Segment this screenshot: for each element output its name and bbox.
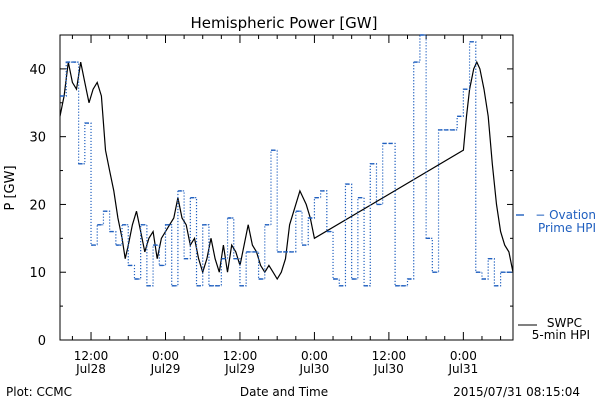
plot-timestamp: 2015/07/31 08:15:04 [453, 385, 580, 399]
legend-swpc: SWPC 5-min HPI [518, 316, 590, 342]
y-axis: 0 10 20 30 40 [29, 63, 513, 349]
x-tick-label-date: Jul29 [150, 362, 181, 376]
legend-ovation: − Ovation Prime HPI [535, 208, 596, 235]
series-ovation-prime-steps [60, 34, 513, 287]
series-swpc-line [59, 60, 514, 281]
x-tick-label-date: Jul29 [224, 362, 255, 376]
legend-ovation-line2: Prime HPI [538, 221, 596, 235]
chart-title: Hemispheric Power [GW] [191, 14, 378, 32]
y-axis-label: P [GW] [3, 165, 18, 210]
y-tick-label: 40 [29, 63, 46, 78]
x-tick-label-time: 0:00 [152, 349, 179, 363]
x-tick-label-date: Jul31 [447, 362, 478, 376]
series-layer [59, 34, 514, 287]
y-tick-label: 30 [29, 131, 46, 146]
y-tick-label: 0 [38, 334, 46, 349]
legend: − Ovation Prime HPI SWPC 5-min HPI [516, 208, 596, 342]
x-tick-label-time: 12:00 [372, 349, 407, 363]
legend-swpc-line1: SWPC [547, 316, 582, 330]
x-axis: 12:00Jul280:00Jul2912:00Jul290:00Jul3012… [71, 35, 502, 376]
x-tick-label-date: Jul30 [299, 362, 330, 376]
x-tick-label-date: Jul30 [373, 362, 404, 376]
legend-ovation-line1: − Ovation [535, 208, 596, 222]
x-tick-label-time: 0:00 [450, 349, 477, 363]
plot-frame [59, 34, 514, 341]
x-tick-label-time: 12:00 [74, 349, 109, 363]
x-tick-label-time: 12:00 [223, 349, 258, 363]
y-tick-label: 20 [29, 198, 46, 213]
x-tick-label-time: 0:00 [301, 349, 328, 363]
x-tick-label-date: Jul28 [75, 362, 106, 376]
y-tick-label: 10 [29, 266, 46, 281]
x-axis-label: Date and Time [240, 385, 328, 399]
plot-credit: Plot: CCMC [6, 385, 72, 399]
legend-swpc-line2: 5-min HPI [532, 328, 590, 342]
